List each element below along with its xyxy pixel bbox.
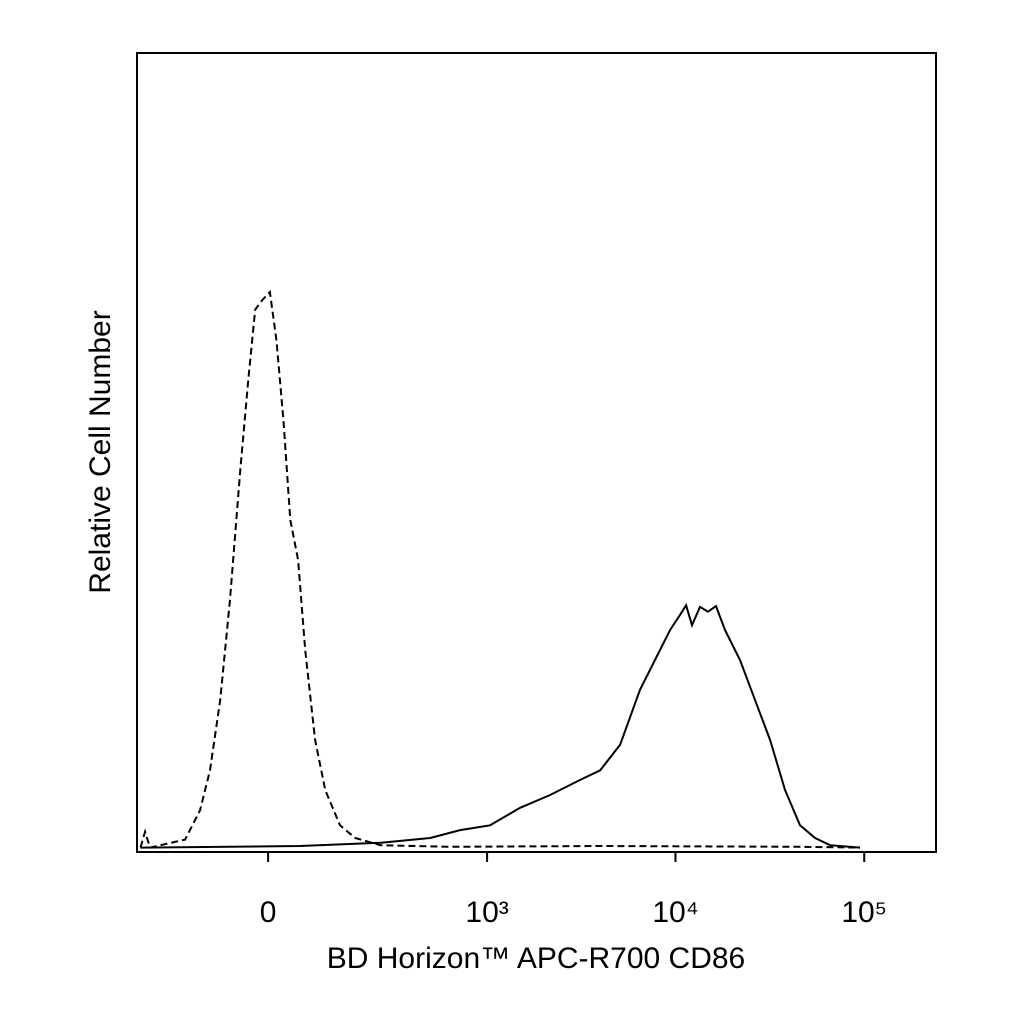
x-tick-label: 10⁴ — [652, 896, 698, 929]
solid-histogram — [140, 602, 861, 849]
y-axis-label: Relative Cell Number — [84, 310, 117, 593]
x-tick-label: 10⁵ — [841, 896, 887, 929]
x-axis-label: BD Horizon™ APC-R700 CD86 — [327, 942, 746, 975]
plot-frame — [136, 52, 937, 853]
x-tick-label: 10³ — [465, 896, 508, 929]
dashed-histogram — [139, 289, 861, 849]
x-tick-label: 0 — [260, 896, 277, 929]
